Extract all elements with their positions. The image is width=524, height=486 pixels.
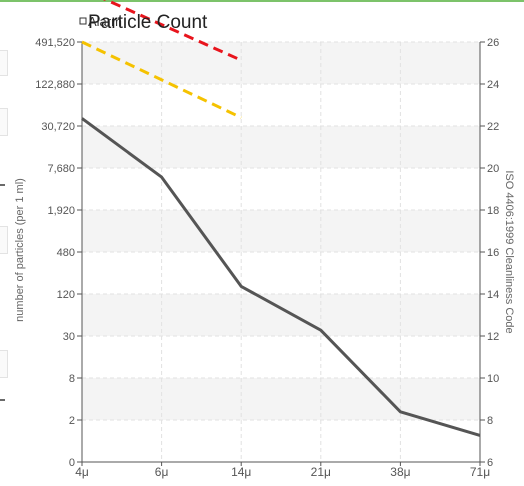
left-tick-label: 8 (69, 373, 75, 385)
left-tick-label: 30,720 (41, 121, 75, 133)
x-tick-label: 38μ (390, 465, 410, 479)
rail-marker (0, 184, 5, 186)
background-bands (82, 42, 480, 420)
top-border (0, 0, 524, 2)
left-tick-label: 2 (69, 415, 75, 427)
left-tick-label: 30 (63, 331, 75, 343)
left-tick-label: 1,920 (47, 205, 75, 217)
left-panel-edge (0, 0, 8, 486)
x-axis-ticks: 4μ 6μ 14μ 21μ 38μ 71μ (75, 462, 490, 479)
left-tick-label: 122,880 (35, 79, 75, 91)
background-band (82, 294, 480, 336)
left-tick-label: 120 (57, 289, 75, 301)
right-tick-label: 20 (487, 163, 499, 175)
rail-tab (0, 350, 8, 378)
x-tick-label: 14μ (231, 465, 251, 479)
limit-lines (81, 0, 242, 119)
background-band (82, 42, 480, 84)
right-tick-label: 8 (487, 415, 493, 427)
series-lines (81, 117, 481, 437)
x-tick-label: 71μ (470, 465, 490, 479)
right-axis-ticks: 26 24 22 20 18 16 14 12 10 8 6 (480, 37, 499, 469)
right-tick-label: 10 (487, 373, 499, 385)
background-band (82, 126, 480, 168)
legend: Alarm (79, 14, 122, 29)
right-tick-label: 12 (487, 331, 499, 343)
right-tick-label: 24 (487, 79, 499, 91)
left-tick-label: 7,680 (47, 163, 75, 175)
right-axis-label: ISO 4406:1999 Cleanliness Code (503, 170, 515, 333)
rail-marker (0, 399, 5, 401)
legend-label: Alarm (88, 14, 122, 29)
background-band (82, 210, 480, 252)
left-tick-label: 0 (69, 457, 75, 469)
right-tick-label: 22 (487, 121, 499, 133)
right-tick-label: 18 (487, 205, 499, 217)
rail-tab (0, 226, 8, 254)
limit-line (81, 40, 242, 119)
rail-tab (0, 108, 8, 136)
left-tick-label: 491,520 (35, 37, 75, 49)
x-tick-label: 21μ (311, 465, 331, 479)
rail-tab (0, 50, 8, 76)
right-tick-label: 16 (487, 247, 499, 259)
left-tick-label: 480 (57, 247, 75, 259)
chart-title: Particle Count (88, 12, 208, 33)
x-tick-label: 6μ (155, 465, 169, 479)
right-tick-label: 6 (487, 457, 493, 469)
left-axis-ticks: 491,520 122,880 30,720 7,680 1,920 480 120 30 8 2… (35, 37, 82, 469)
x-tick-label: 4μ (75, 465, 89, 479)
limit-line (102, 0, 242, 62)
right-tick-label: 14 (487, 289, 499, 301)
legend-marker (79, 17, 87, 25)
background-band (82, 378, 480, 420)
left-axis-label: number of particles (per 1 ml) (14, 178, 26, 322)
right-tick-label: 26 (487, 37, 499, 49)
series-line (81, 117, 481, 437)
